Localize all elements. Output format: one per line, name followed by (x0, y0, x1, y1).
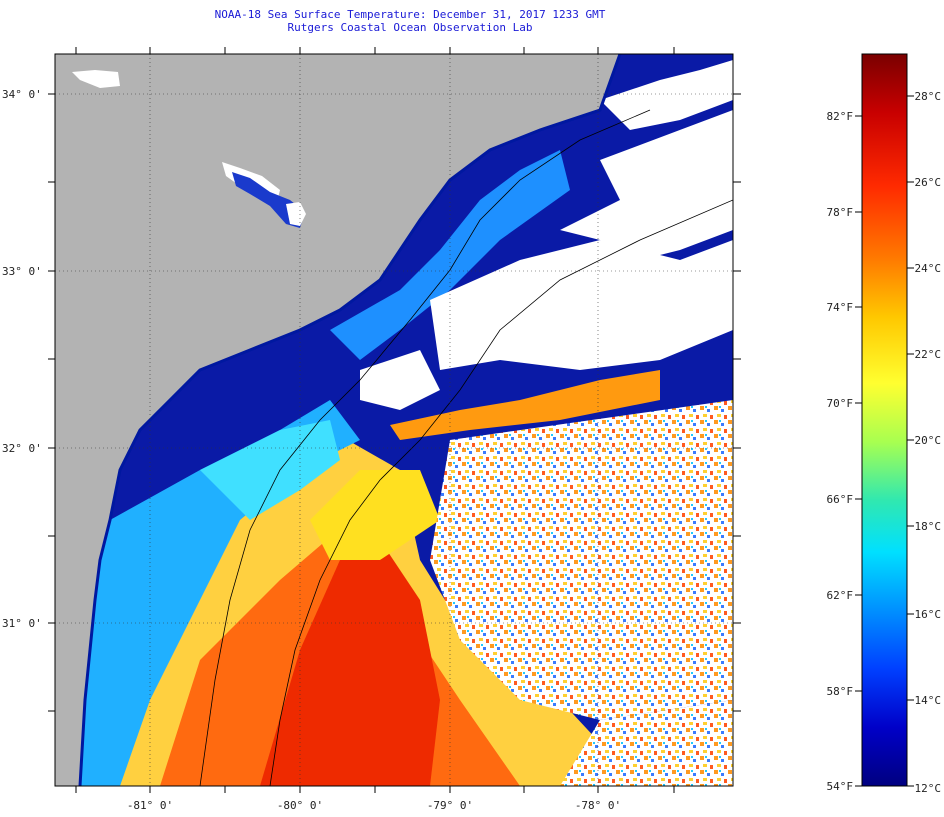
colorbar (861, 53, 908, 787)
lon-label-78: -78° 0' (575, 799, 621, 812)
colorbar-ticks (855, 95, 914, 787)
lat-label-31: 31° 0' (2, 617, 42, 630)
colorbar-f-66: 66°F (827, 493, 854, 506)
colorbar-c-18: 18°C (915, 520, 942, 533)
colorbar-c-20: 20°C (915, 434, 942, 447)
colorbar-f-78: 78°F (827, 206, 854, 219)
colorbar-c-12: 12°C (915, 782, 942, 795)
colorbar-c-16: 16°C (915, 608, 942, 621)
lon-label-81: -81° 0' (127, 799, 173, 812)
colorbar-f-70: 70°F (827, 397, 854, 410)
lat-label-33: 33° 0' (2, 265, 42, 278)
colorbar-c-24: 24°C (915, 262, 942, 275)
colorbar-f-82: 82°F (827, 110, 854, 123)
map-frame (54, 53, 734, 787)
colorbar-f-54: 54°F (827, 780, 854, 793)
colorbar-f-58: 58°F (827, 685, 854, 698)
lon-label-79: -79° 0' (427, 799, 473, 812)
lon-label-80: -80° 0' (277, 799, 323, 812)
lat-label-32: 32° 0' (2, 442, 42, 455)
lat-label-34: 34° 0' (2, 88, 42, 101)
colorbar-c-28: 28°C (915, 90, 942, 103)
colorbar-f-62: 62°F (827, 589, 854, 602)
sst-image (55, 54, 733, 786)
colorbar-f-74: 74°F (827, 301, 854, 314)
colorbar-c-26: 26°C (915, 176, 942, 189)
colorbar-c-22: 22°C (915, 348, 942, 361)
colorbar-c-14: 14°C (915, 694, 942, 707)
map-subtitle: Rutgers Coastal Ocean Observation Lab (287, 21, 533, 34)
axis-ticks (48, 47, 741, 793)
map-title: NOAA-18 Sea Surface Temperature: Decembe… (214, 8, 606, 21)
